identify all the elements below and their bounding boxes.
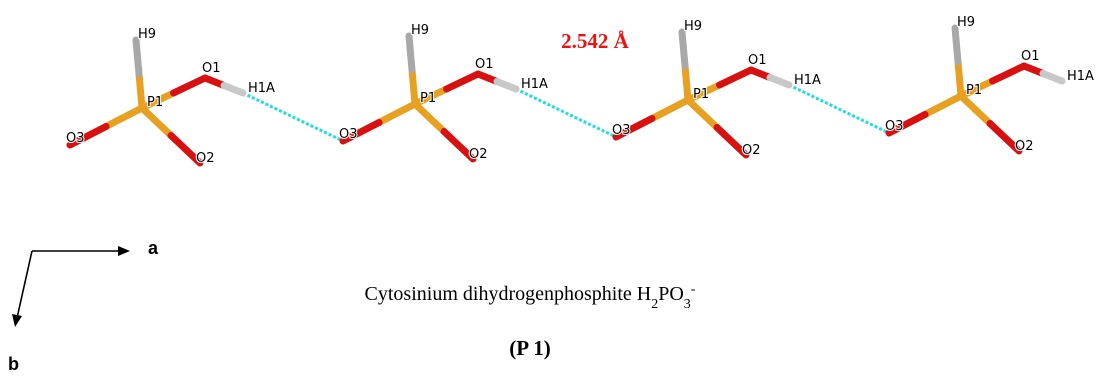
caption-part: 2	[651, 297, 658, 312]
caption-part: Cytosinium dihydrogenphosphite H	[365, 283, 652, 305]
bond	[958, 62, 961, 96]
bond	[652, 100, 688, 119]
atom-label: H9	[684, 19, 702, 34]
atom-label: H9	[411, 23, 429, 38]
atom-label: P1	[693, 87, 709, 102]
bond	[447, 74, 479, 89]
bond	[224, 86, 243, 94]
atom-label: H9	[957, 15, 975, 30]
atom-label: H9	[138, 27, 156, 42]
bond	[682, 32, 685, 66]
bond	[136, 40, 139, 74]
atom-label: H1A	[794, 73, 821, 88]
bond	[412, 70, 415, 104]
atom-label: H1A	[1067, 69, 1094, 84]
arrow-head	[118, 246, 130, 256]
axes: a b	[8, 238, 159, 374]
atom-label: O3	[612, 123, 631, 138]
atom-label: P1	[420, 91, 436, 106]
atom-label: O1	[1021, 49, 1040, 64]
bond	[497, 82, 516, 90]
atom-label: O2	[469, 147, 488, 162]
space-group: (P 1)	[509, 336, 550, 360]
bond	[993, 66, 1025, 81]
axis-label: a	[148, 238, 159, 258]
atom-label: O2	[1015, 139, 1034, 154]
atom-label: O1	[475, 57, 494, 72]
distance-label: 2.542 Å	[561, 29, 630, 53]
atom-label: H1A	[521, 77, 548, 92]
axis-b	[17, 251, 32, 318]
atom-label: P1	[147, 95, 163, 110]
atom-label: P1	[966, 83, 982, 98]
bond	[720, 70, 752, 85]
caption-part: -	[691, 282, 696, 297]
atom-label: O1	[202, 61, 221, 76]
axis-label: b	[8, 354, 19, 374]
atom-label: O2	[742, 143, 761, 158]
bond	[688, 100, 717, 128]
bond	[1043, 74, 1062, 82]
bond	[961, 96, 990, 124]
bond	[139, 74, 142, 108]
hydrogen-bond	[243, 93, 343, 141]
atom-label: O2	[196, 151, 215, 166]
hydrogen-bond	[516, 89, 616, 137]
bond	[142, 108, 171, 136]
bond	[409, 36, 412, 70]
bond	[685, 66, 688, 100]
hydrogen-bond	[789, 85, 889, 133]
bond	[955, 28, 958, 62]
atom-label: O3	[339, 127, 358, 142]
bond	[770, 78, 789, 86]
bond	[106, 108, 142, 127]
caption: Cytosinium dihydrogenphosphite H2PO3-	[365, 282, 696, 312]
bond	[925, 96, 961, 115]
atom-label: H1A	[248, 81, 275, 96]
bond	[379, 104, 415, 123]
caption-part: PO	[658, 283, 684, 305]
atom-label: O3	[885, 119, 904, 134]
atom-label: O3	[66, 131, 85, 146]
bond	[174, 78, 206, 93]
bond	[415, 104, 444, 132]
caption-part: 3	[684, 297, 691, 312]
atom-label: O1	[748, 53, 767, 68]
arrow-head	[12, 314, 22, 327]
figure: H9 O1 H1A P1 O3 O2 H9 O1 H1A P1 O3 O2 H9 O1 H1A P1 O3 O2 H…	[0, 0, 1108, 376]
